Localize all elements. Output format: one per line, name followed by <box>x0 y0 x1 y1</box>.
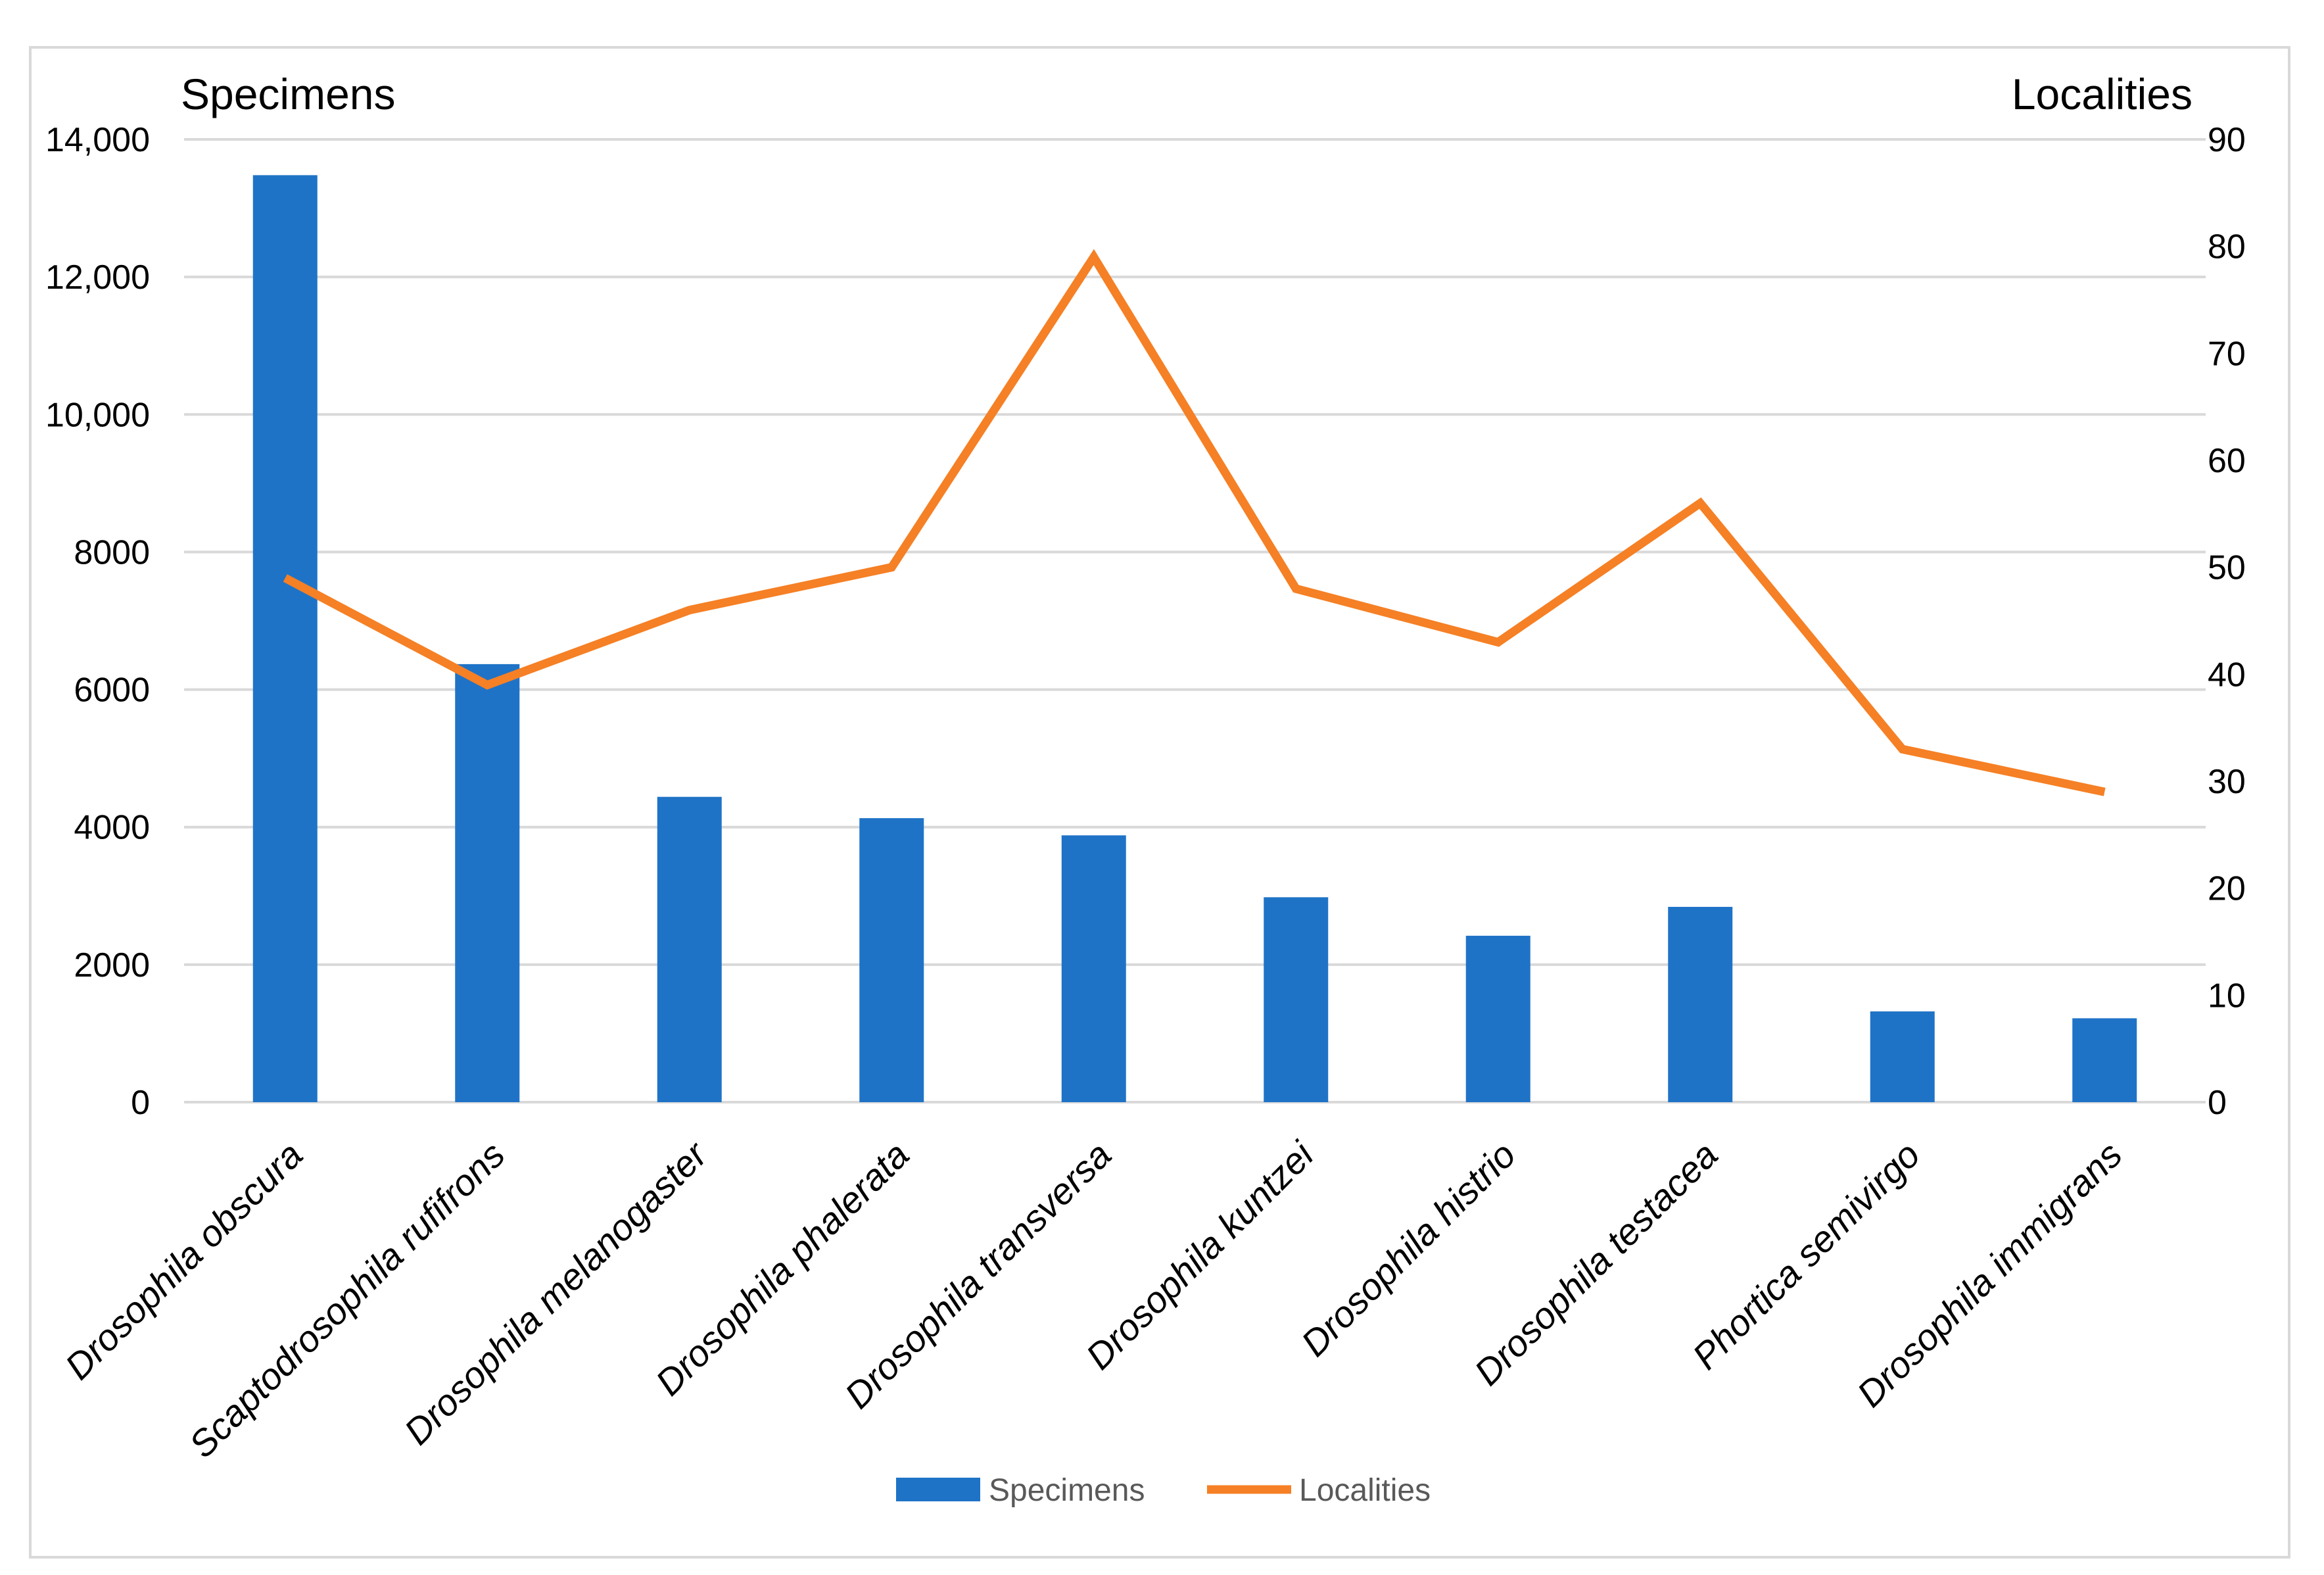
right-tick-label: 0 <box>2208 1084 2227 1122</box>
right-tick-label: 20 <box>2208 870 2246 908</box>
left-tick-label: 2000 <box>74 946 150 984</box>
left-axis-title: Specimens <box>181 70 396 118</box>
localities-line <box>283 249 2106 796</box>
right-tick-label: 40 <box>2208 656 2246 694</box>
left-tick-label: 8000 <box>74 533 150 571</box>
right-tick-label: 10 <box>2208 977 2246 1015</box>
left-tick-label: 12,000 <box>45 258 150 297</box>
bar-3 <box>657 796 722 1102</box>
bar-5 <box>1061 835 1126 1102</box>
chart-frame <box>29 46 2290 1559</box>
bar-9 <box>1870 1011 1935 1102</box>
legend-swatch-specimens <box>896 1478 980 1501</box>
bar-4 <box>859 818 924 1102</box>
bar-10 <box>2072 1018 2137 1102</box>
left-tick-label: 0 <box>131 1084 150 1122</box>
right-tick-label: 50 <box>2208 549 2246 587</box>
right-axis-title: Localities <box>2012 70 2193 118</box>
category-label: Phortica semivirgo <box>1684 1134 1928 1377</box>
right-tick-label: 70 <box>2208 335 2246 373</box>
bar-6 <box>1264 897 1329 1102</box>
bar-2 <box>455 664 520 1102</box>
bar-8 <box>1668 907 1733 1102</box>
left-tick-label: 10,000 <box>45 396 150 434</box>
legend-label-localities: Localities <box>1299 1473 1431 1508</box>
right-tick-label: 80 <box>2208 228 2246 266</box>
right-tick-label: 30 <box>2208 763 2246 801</box>
left-tick-label: 4000 <box>74 809 150 847</box>
bar-1 <box>252 175 318 1102</box>
left-tick-label: 14,000 <box>45 121 150 159</box>
right-tick-label: 90 <box>2208 121 2246 159</box>
bar-7 <box>1465 935 1530 1102</box>
left-tick-label: 6000 <box>74 671 150 710</box>
right-tick-label: 60 <box>2208 442 2246 480</box>
category-label: Drosophila histrio <box>1293 1134 1523 1364</box>
legend-label-specimens: Specimens <box>989 1473 1145 1508</box>
category-label: Drosophila kuntzei <box>1078 1133 1321 1377</box>
